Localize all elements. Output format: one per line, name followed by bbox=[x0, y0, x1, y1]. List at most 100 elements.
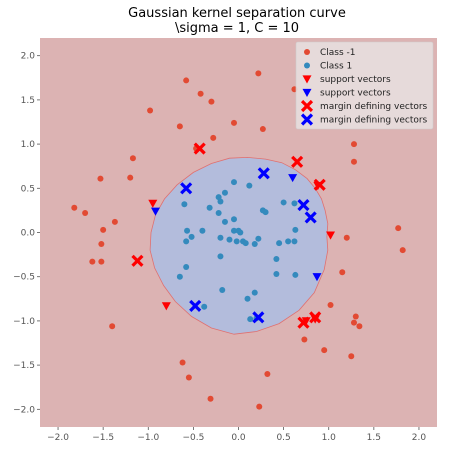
data-point bbox=[309, 311, 322, 324]
data-point bbox=[189, 299, 202, 312]
data-point bbox=[210, 134, 217, 141]
data-point bbox=[185, 374, 192, 381]
y-tick-label: 0.0 bbox=[21, 229, 36, 239]
data-point bbox=[399, 247, 406, 254]
data-point bbox=[206, 204, 213, 211]
x-tick-label: 1.0 bbox=[322, 433, 337, 443]
chart-subtitle: \sigma = 1, C = 10 bbox=[175, 21, 299, 36]
data-point bbox=[395, 225, 402, 232]
series-4 bbox=[131, 142, 326, 329]
data-point bbox=[161, 302, 171, 311]
data-point bbox=[343, 234, 350, 241]
data-point bbox=[230, 119, 237, 126]
data-point bbox=[111, 218, 118, 225]
data-point bbox=[297, 316, 310, 329]
y-tick-label: 0.5 bbox=[21, 184, 35, 194]
data-point bbox=[176, 273, 183, 280]
data-point bbox=[97, 175, 104, 182]
data-point bbox=[321, 347, 328, 354]
data-point bbox=[193, 142, 206, 155]
legend-box bbox=[295, 41, 434, 130]
data-point bbox=[150, 207, 160, 216]
data-point bbox=[215, 210, 222, 217]
data-point bbox=[288, 174, 298, 183]
data-point bbox=[230, 216, 237, 223]
data-point bbox=[148, 199, 158, 208]
data-point bbox=[82, 210, 89, 217]
data-point bbox=[251, 240, 258, 247]
data-point bbox=[217, 234, 224, 241]
axes: −2.0 −1.5 −1.0 −0.5 0.0 0.5 1.0 1.5 2.0 2.0 1.5 1.0… bbox=[13, 52, 426, 443]
data-point bbox=[201, 303, 208, 310]
data-point bbox=[197, 90, 204, 97]
data-point bbox=[257, 167, 270, 180]
data-point bbox=[348, 353, 355, 360]
data-point bbox=[291, 155, 304, 168]
legend-label: support vectors bbox=[320, 89, 391, 99]
y-tick-label: 2.0 bbox=[21, 52, 36, 62]
data-point bbox=[183, 263, 190, 270]
data-point bbox=[100, 226, 107, 233]
data-point bbox=[285, 238, 292, 245]
data-point bbox=[256, 403, 263, 410]
data-point bbox=[237, 229, 244, 236]
legend-label: margin defining vectors bbox=[320, 102, 428, 112]
series-3 bbox=[150, 174, 322, 282]
data-point bbox=[291, 200, 298, 207]
x-tick-label: 2.0 bbox=[412, 433, 427, 443]
data-point bbox=[255, 235, 262, 242]
data-point bbox=[147, 107, 154, 114]
data-point bbox=[262, 209, 269, 216]
data-point bbox=[291, 238, 298, 245]
data-point bbox=[273, 271, 280, 278]
data-point bbox=[179, 359, 186, 366]
x-tick-label: 0.0 bbox=[231, 433, 246, 443]
legend-marker bbox=[302, 75, 312, 84]
data-point bbox=[199, 227, 206, 234]
data-point bbox=[89, 258, 96, 265]
data-point bbox=[350, 141, 357, 148]
data-point bbox=[251, 289, 258, 296]
data-point bbox=[304, 211, 317, 224]
legend-label: support vectors bbox=[320, 75, 391, 85]
data-point bbox=[350, 319, 357, 326]
legend-label: margin defining vectors bbox=[320, 116, 428, 126]
data-point bbox=[276, 240, 283, 247]
y-tick-label: −0.5 bbox=[13, 273, 35, 283]
data-point bbox=[242, 240, 249, 247]
legend-marker bbox=[300, 99, 314, 113]
data-point bbox=[181, 201, 188, 208]
data-point bbox=[273, 256, 280, 263]
data-point bbox=[131, 254, 144, 267]
data-point bbox=[98, 240, 105, 247]
data-point bbox=[71, 204, 78, 211]
legend: Class -1 Class 1 support vectors support ve… bbox=[295, 41, 434, 130]
data-point bbox=[252, 311, 265, 324]
data-point bbox=[109, 323, 116, 330]
data-point bbox=[217, 253, 224, 260]
data-point bbox=[183, 77, 190, 84]
data-point bbox=[350, 158, 357, 165]
data-point bbox=[217, 198, 224, 205]
data-point bbox=[292, 271, 299, 278]
data-point bbox=[339, 269, 346, 276]
x-tick-label: 0.5 bbox=[276, 433, 290, 443]
legend-marker bbox=[304, 62, 310, 69]
data-point bbox=[129, 155, 136, 162]
x-tick-label: −1.0 bbox=[137, 433, 159, 443]
y-tick-label: −2.0 bbox=[13, 405, 35, 415]
data-point bbox=[219, 286, 226, 293]
data-point bbox=[176, 123, 183, 130]
legend-marker bbox=[304, 49, 310, 55]
data-point bbox=[327, 301, 334, 308]
data-point bbox=[230, 179, 237, 186]
data-point bbox=[247, 316, 254, 323]
data-point bbox=[264, 370, 271, 377]
data-point bbox=[313, 178, 326, 191]
data-point bbox=[208, 98, 215, 105]
x-tick-label: 1.5 bbox=[367, 433, 381, 443]
data-point bbox=[292, 226, 299, 233]
y-tick-label: −1.0 bbox=[13, 317, 35, 327]
